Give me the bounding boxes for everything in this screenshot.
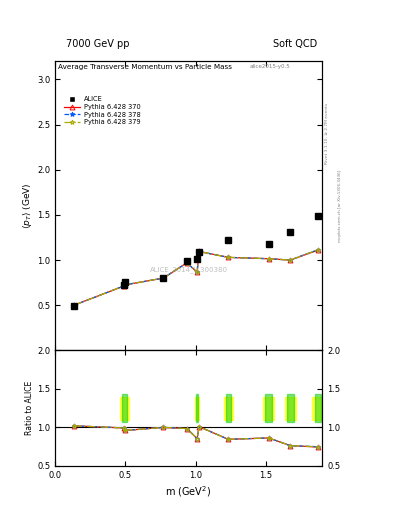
Bar xyxy=(196,394,198,422)
Bar xyxy=(312,397,324,420)
X-axis label: m (GeV$^2$): m (GeV$^2$) xyxy=(165,484,212,499)
Bar xyxy=(315,394,321,422)
Bar xyxy=(195,397,199,420)
Text: alice2015-y0.5: alice2015-y0.5 xyxy=(250,65,291,69)
Text: ALICE_2014_I1300380: ALICE_2014_I1300380 xyxy=(150,266,228,273)
Text: Soft QCD: Soft QCD xyxy=(273,38,317,49)
Bar xyxy=(120,397,129,420)
Bar xyxy=(263,397,274,420)
Bar xyxy=(226,394,231,422)
Bar xyxy=(224,397,233,420)
Text: mcplots.cern.ch [ar Xiv:1306.3436]: mcplots.cern.ch [ar Xiv:1306.3436] xyxy=(338,169,342,242)
Text: Average Transverse Momentum vs Particle Mass: Average Transverse Momentum vs Particle … xyxy=(58,65,232,70)
Bar xyxy=(285,397,296,420)
Y-axis label: $\langle p_T \rangle$ (GeV): $\langle p_T \rangle$ (GeV) xyxy=(21,183,34,229)
Bar xyxy=(265,394,272,422)
Legend: ALICE, Pythia 6.428 370, Pythia 6.428 378, Pythia 6.428 379: ALICE, Pythia 6.428 370, Pythia 6.428 37… xyxy=(61,94,143,128)
Bar xyxy=(287,394,294,422)
Text: 7000 GeV pp: 7000 GeV pp xyxy=(66,38,130,49)
Y-axis label: Ratio to ALICE: Ratio to ALICE xyxy=(25,381,34,435)
Bar xyxy=(122,394,127,422)
Text: Rivet 3.1.10, ≥ 2.7M events: Rivet 3.1.10, ≥ 2.7M events xyxy=(325,103,329,164)
